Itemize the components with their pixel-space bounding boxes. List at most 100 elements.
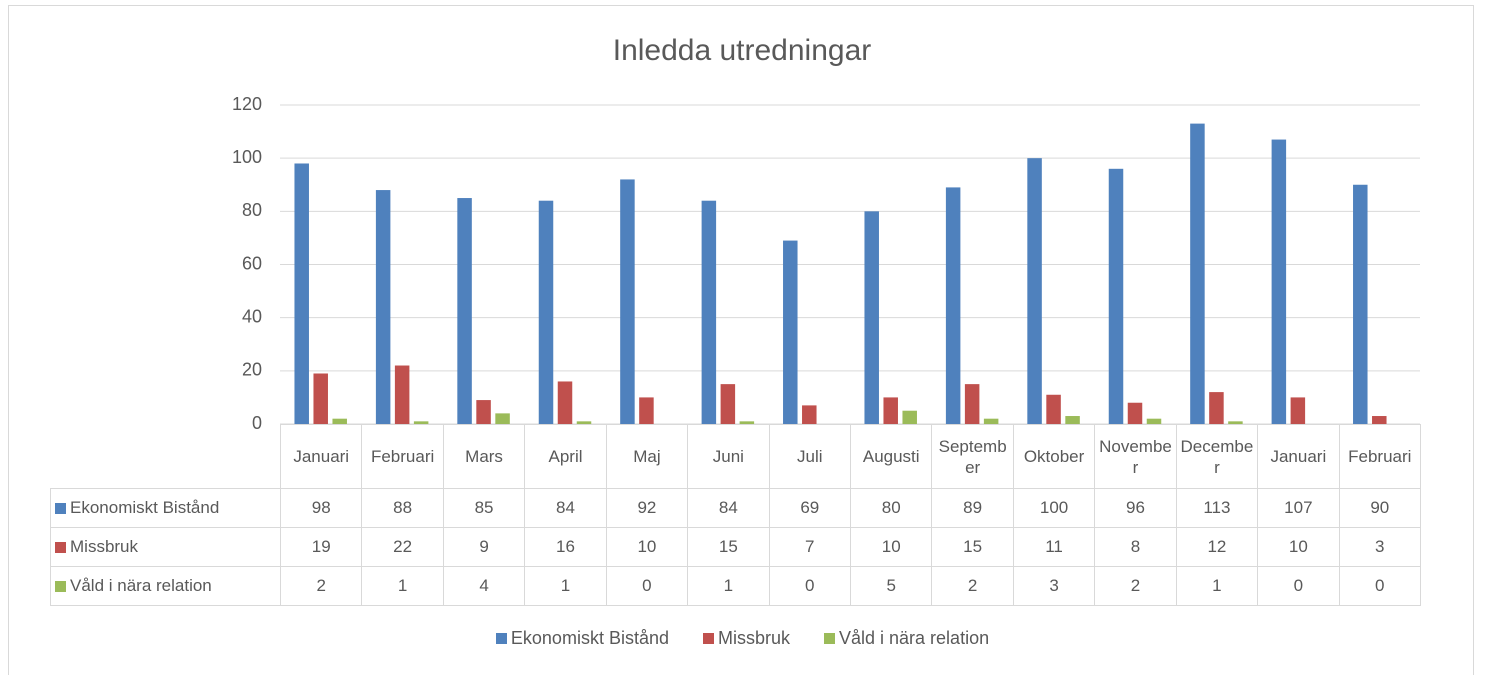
table-value: 3 [1012, 566, 1096, 606]
bar [1290, 397, 1306, 424]
bar [1228, 421, 1243, 424]
legend-item: Missbruk [702, 628, 790, 649]
table-category: April [524, 424, 607, 489]
bar [783, 240, 798, 424]
table-value: 0 [1257, 566, 1340, 606]
bar [639, 397, 654, 424]
table-category: Maj [605, 424, 689, 489]
bar [313, 373, 328, 424]
table-category: Januari [280, 424, 363, 489]
table-category: Juni [687, 424, 770, 489]
table-value: 4 [442, 566, 526, 606]
table-value: 15 [687, 527, 770, 567]
y-tick-label: 80 [242, 200, 262, 220]
table-value: 96 [1094, 488, 1177, 528]
legend: Ekonomiskt Bistånd Missbruk Våld i nära re… [0, 628, 1485, 649]
legend-key [55, 580, 66, 592]
bar [332, 418, 347, 424]
bar [294, 163, 309, 424]
series-name: Ekonomiskt Bistånd [70, 498, 220, 517]
y-tick-label: 60 [242, 253, 262, 273]
y-tick-label: 100 [232, 147, 262, 167]
legend-item: Ekonomiskt Bistånd [495, 628, 669, 649]
table-value: 22 [361, 527, 444, 567]
table-category: Februari [361, 424, 444, 489]
table-value: 7 [768, 527, 851, 567]
table-value: 1 [524, 566, 607, 606]
table-category: Mars [442, 424, 526, 489]
bar [720, 384, 736, 424]
chart-frame [8, 5, 1474, 675]
table-value: 90 [1338, 488, 1421, 528]
table-value: 84 [687, 488, 770, 528]
table-value: 2 [280, 566, 363, 606]
bar [701, 200, 717, 424]
table-value: 10 [605, 527, 689, 567]
table-value: 16 [524, 527, 607, 567]
table-series-name: Missbruk [50, 527, 281, 567]
table-value: 100 [1012, 488, 1096, 528]
table-value: 10 [1257, 527, 1340, 567]
table-value: 19 [280, 527, 363, 567]
bar [945, 187, 961, 424]
bar [476, 400, 491, 424]
bar [983, 418, 999, 424]
bar [1372, 416, 1387, 424]
table-value: 1 [687, 566, 770, 606]
table-value: 84 [524, 488, 607, 528]
table-category: Januari [1257, 424, 1340, 489]
table-value: 10 [850, 527, 933, 567]
table-value: 113 [1175, 488, 1259, 528]
bar [495, 413, 510, 424]
table-value: 8 [1094, 527, 1177, 567]
table-category: November [1094, 424, 1177, 489]
legend-label: Ekonomiskt Bistånd [510, 628, 669, 648]
bar [1046, 394, 1061, 424]
bar [1353, 184, 1368, 424]
series-name: Missbruk [70, 537, 139, 556]
bar [1146, 418, 1162, 424]
chart-title: Inledda utredningar [613, 34, 872, 67]
table-value: 2 [1094, 566, 1177, 606]
bar [864, 211, 879, 424]
bar [1065, 416, 1080, 424]
table-value: 80 [850, 488, 933, 528]
legend-label: Våld i nära relation [839, 628, 990, 648]
bar [739, 421, 755, 424]
table-value: 15 [931, 527, 1014, 567]
table-category: September [931, 424, 1014, 489]
table-value: 89 [931, 488, 1014, 528]
bar [620, 179, 635, 424]
bar [1108, 168, 1124, 424]
table-category: Augusti [850, 424, 933, 489]
y-tick-label: 40 [242, 306, 262, 326]
table-value: 2 [931, 566, 1014, 606]
table-value: 0 [605, 566, 689, 606]
table-value: 69 [768, 488, 851, 528]
y-tick-label: 0 [252, 413, 262, 433]
table-category: Juli [768, 424, 851, 489]
y-tick-label: 20 [242, 360, 262, 380]
table-value: 0 [1338, 566, 1421, 606]
bar [538, 200, 554, 424]
legend-item: Våld i nära relation [824, 628, 989, 649]
bar [883, 397, 898, 424]
bar [413, 421, 429, 424]
legend-label: Missbruk [717, 628, 790, 648]
table-category: Februari [1338, 424, 1421, 489]
bar [1271, 139, 1287, 424]
series-name: Våld i nära relation [70, 576, 212, 595]
legend-key [824, 633, 835, 644]
bar [802, 405, 817, 424]
table-value: 9 [442, 527, 526, 567]
legend-key [55, 502, 66, 514]
bar [964, 384, 980, 424]
bar [1027, 158, 1042, 424]
table-value: 98 [280, 488, 363, 528]
bar [457, 198, 472, 424]
legend-key [495, 633, 507, 644]
table-value: 12 [1175, 527, 1259, 567]
legend-key [55, 541, 66, 553]
table-value: 1 [361, 566, 444, 606]
table-category: December [1175, 424, 1259, 489]
